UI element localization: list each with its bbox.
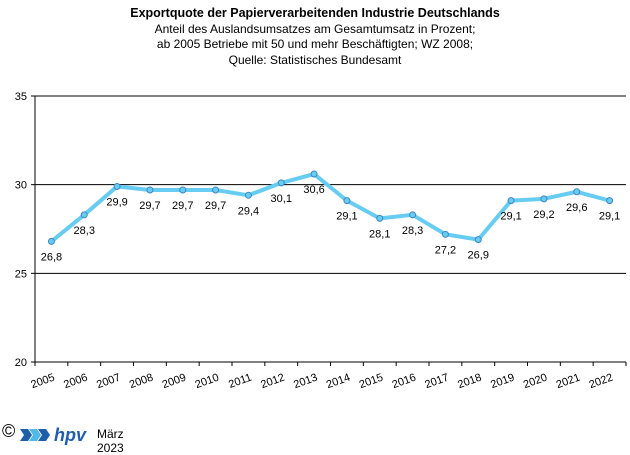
data-label: 29,7 <box>139 200 160 212</box>
logo-stripes-icon <box>20 429 50 441</box>
data-label: 29,2 <box>533 209 554 221</box>
data-point <box>606 197 614 205</box>
x-tick-label: 2007 <box>95 372 122 392</box>
x-tick-label: 2014 <box>325 372 352 392</box>
data-point <box>540 195 548 203</box>
data-label: 29,7 <box>172 200 193 212</box>
data-label: 28,1 <box>369 228 390 240</box>
x-tick-label: 2019 <box>489 372 516 392</box>
x-tick-label: 2022 <box>587 372 614 392</box>
data-label: 29,1 <box>500 211 521 223</box>
x-tick-label: 2012 <box>259 372 286 392</box>
data-label: 28,3 <box>402 225 423 237</box>
footer-date: März 2023 <box>97 427 124 455</box>
y-tick-label: 20 <box>15 357 27 369</box>
chart-subtitle-line-1: Anteil des Auslandsumsatzes am Gesamtums… <box>154 21 476 36</box>
data-point <box>573 188 581 196</box>
y-tick-label: 35 <box>15 91 27 103</box>
logo-text: hpv <box>54 425 87 445</box>
data-point <box>179 186 187 194</box>
chart-title: Exportquote der Papierverarbeitenden Ind… <box>130 6 500 20</box>
x-tick-label: 2020 <box>522 372 549 392</box>
x-tick-label: 2013 <box>292 372 319 392</box>
x-tick-label: 2010 <box>193 372 220 392</box>
data-label: 26,9 <box>468 250 489 262</box>
x-tick-label: 2015 <box>358 372 385 392</box>
data-label: 29,4 <box>238 205 259 217</box>
data-point <box>212 186 220 194</box>
data-point <box>376 214 384 222</box>
hpv-logo: hpv <box>20 425 87 445</box>
data-label: 29,1 <box>599 211 620 223</box>
data-point <box>113 182 121 190</box>
data-point <box>80 211 88 219</box>
data-point <box>310 170 318 178</box>
x-tick-label: 2005 <box>29 372 56 392</box>
x-tick-label: 2011 <box>227 372 253 391</box>
data-label: 29,9 <box>106 196 127 208</box>
data-point <box>343 197 351 205</box>
chart-subtitle-line-2: ab 2005 Betriebe mit 50 und mehr Beschäf… <box>156 37 474 51</box>
x-tick-label: 2009 <box>161 372 188 392</box>
data-point <box>277 179 285 187</box>
data-point <box>146 186 154 194</box>
x-tick-label: 2008 <box>128 372 155 392</box>
x-tick-label: 2021 <box>555 372 582 392</box>
y-tick-label: 30 <box>15 180 27 192</box>
chart-subtitle-line-3: Quelle: Statistisches Bundesamt <box>228 52 402 67</box>
copyright-symbol: © <box>2 421 16 441</box>
data-point <box>507 197 515 205</box>
data-label: 29,6 <box>566 202 587 214</box>
chart-titles: Exportquote der Papierverarbeitenden Ind… <box>0 6 630 68</box>
series-line <box>49 172 612 244</box>
x-tick-label: 2017 <box>423 372 450 392</box>
data-label: 26,8 <box>41 251 62 263</box>
x-tick-label: 2006 <box>62 372 89 392</box>
data-point <box>47 237 55 245</box>
y-tick-label: 25 <box>15 268 27 280</box>
data-label: 29,7 <box>205 200 226 212</box>
x-tick-label: 2016 <box>390 372 417 392</box>
data-label: 28,3 <box>74 225 95 237</box>
data-label: 30,1 <box>271 193 292 205</box>
data-point <box>244 191 252 199</box>
data-label: 30,6 <box>303 184 324 196</box>
data-point <box>409 211 417 219</box>
data-label: 27,2 <box>435 244 456 256</box>
data-point <box>474 236 482 244</box>
data-point <box>441 230 449 238</box>
data-label: 29,1 <box>336 211 357 223</box>
x-tick-label: 2018 <box>456 372 483 392</box>
